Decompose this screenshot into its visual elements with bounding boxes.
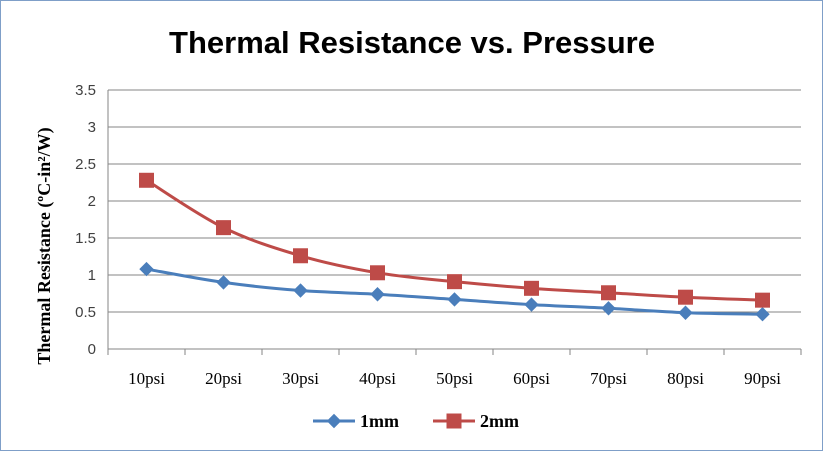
series-1mm bbox=[139, 261, 770, 322]
series-lines bbox=[139, 172, 770, 322]
data-point bbox=[139, 172, 154, 188]
data-point bbox=[601, 301, 616, 316]
x-tick-label: 50psi bbox=[436, 369, 473, 388]
x-tick-label: 40psi bbox=[359, 369, 396, 388]
data-point bbox=[370, 287, 385, 302]
data-point bbox=[755, 292, 770, 308]
chart-title: Thermal Resistance vs. Pressure bbox=[169, 25, 655, 60]
data-point bbox=[447, 274, 462, 290]
legend-label: 1mm bbox=[360, 411, 399, 431]
x-tick-label: 10psi bbox=[128, 369, 165, 388]
x-tick-label: 80psi bbox=[667, 369, 704, 388]
y-axis-label: Thermal Resistance (ºC-in²/W) bbox=[34, 127, 55, 364]
legend-marker bbox=[446, 413, 462, 429]
data-point bbox=[678, 289, 693, 305]
x-tick-label: 60psi bbox=[513, 369, 550, 388]
x-tick-label: 30psi bbox=[282, 369, 319, 388]
y-tick-label: 2 bbox=[88, 193, 96, 210]
data-point bbox=[216, 275, 231, 290]
data-point bbox=[447, 292, 462, 307]
data-point bbox=[216, 220, 231, 236]
data-point bbox=[524, 280, 539, 296]
y-tick-label: 0.5 bbox=[75, 304, 96, 321]
legend-marker bbox=[326, 413, 342, 429]
data-point bbox=[524, 297, 539, 312]
x-tick-label: 20psi bbox=[205, 369, 242, 388]
gridlines bbox=[108, 89, 801, 313]
series-2mm bbox=[139, 172, 770, 308]
y-tick-label: 3.5 bbox=[75, 82, 96, 99]
x-tick-label: 70psi bbox=[590, 369, 627, 388]
legend-label: 2mm bbox=[480, 411, 519, 431]
data-point bbox=[678, 305, 693, 320]
data-point bbox=[370, 265, 385, 281]
data-point bbox=[139, 261, 154, 277]
legend: 1mm 2mm bbox=[313, 411, 519, 431]
data-point bbox=[293, 283, 308, 298]
y-tick-label: 0 bbox=[88, 341, 96, 358]
legend-item-1mm: 1mm bbox=[313, 411, 399, 431]
legend-item-2mm: 2mm bbox=[433, 411, 519, 431]
y-tick-label: 1.5 bbox=[75, 230, 96, 247]
data-point bbox=[293, 248, 308, 264]
data-point bbox=[601, 285, 616, 301]
y-tick-label: 3 bbox=[88, 119, 96, 136]
y-tick-label: 2.5 bbox=[75, 156, 96, 173]
y-tick-label: 1 bbox=[88, 267, 96, 284]
data-point bbox=[755, 307, 770, 322]
axes: 0 0.5 1 1.5 2 2.5 3 3.5 10psi 20psi 30psi 40psi 50ps… bbox=[75, 82, 802, 388]
x-tick-label: 90psi bbox=[744, 369, 781, 388]
